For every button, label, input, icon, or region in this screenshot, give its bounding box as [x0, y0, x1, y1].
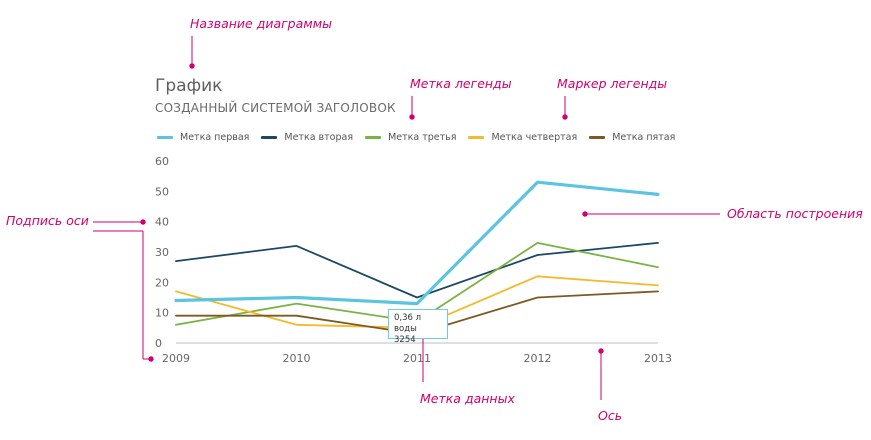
legend-label: Метка пятая [612, 131, 676, 143]
x-tick-label: 2011 [403, 352, 431, 365]
data-label-line1: 0,36 л воды [394, 313, 422, 334]
y-tick-label: 30 [155, 246, 169, 259]
y-tick-label: 40 [155, 216, 169, 229]
callout-axis-label: Подпись оси [6, 213, 89, 228]
x-tick-label: 2009 [162, 352, 190, 365]
legend-item-2[interactable]: Метка вторая [261, 132, 353, 143]
legend-label: Метка первая [180, 131, 250, 143]
y-tick-label: 10 [155, 307, 169, 320]
series-line-2 [175, 241, 659, 299]
callout-legend-marker: Маркер легенды [557, 76, 668, 91]
callout-legend-label: Метка легенды [410, 76, 512, 91]
legend-marker [468, 135, 485, 139]
legend-label: Метка вторая [284, 131, 354, 143]
legend-marker [261, 135, 278, 139]
legend-item-4[interactable]: Метка четвертая [468, 132, 577, 143]
x-tick-label: 2012 [524, 352, 552, 365]
legend-item-5[interactable]: Метка пятая [589, 132, 675, 143]
callout-plot-area: Область построения [727, 206, 863, 221]
x-tick-label: 2013 [644, 352, 672, 365]
chart-title: График [155, 76, 223, 96]
callout-data-label: Метка данных [420, 391, 515, 406]
callout-dot-legend-label [409, 114, 415, 120]
callout-dot-legend-marker [562, 114, 568, 120]
legend-item-1[interactable]: Метка первая [157, 132, 249, 143]
callout-dot-axis-label-end [148, 356, 154, 362]
y-tick-label: 20 [155, 276, 169, 289]
legend-marker [157, 135, 173, 139]
chart-legend: Метка первая Метка вторая Метка третья М… [157, 130, 687, 144]
data-label-tooltip: 0,36 л воды 3254 [388, 309, 448, 345]
y-tick-label: 0 [155, 337, 162, 350]
callout-dot-axis-label [140, 219, 146, 225]
callout-chart-title: Название диаграммы [190, 16, 333, 31]
legend-marker [589, 135, 606, 139]
series-line-1 [174, 180, 660, 306]
x-tick-label: 2010 [283, 352, 311, 365]
y-tick-label: 50 [155, 185, 169, 198]
legend-marker [365, 135, 382, 139]
chart-subtitle: СОЗДАННЫЙ СИСТЕМОЙ ЗАГОЛОВОК [155, 101, 396, 115]
data-label-line2: 3254 [394, 335, 416, 345]
y-tick-label: 60 [155, 155, 169, 168]
legend-label: Метка третья [388, 131, 457, 143]
callout-dot-title [189, 63, 195, 69]
legend-label: Метка четвертая [491, 131, 578, 143]
callout-axis: Ось [598, 408, 623, 423]
callout-dot-plot-area [582, 211, 588, 217]
callout-dot-axis [598, 348, 604, 354]
legend-item-3[interactable]: Метка третья [365, 132, 456, 143]
